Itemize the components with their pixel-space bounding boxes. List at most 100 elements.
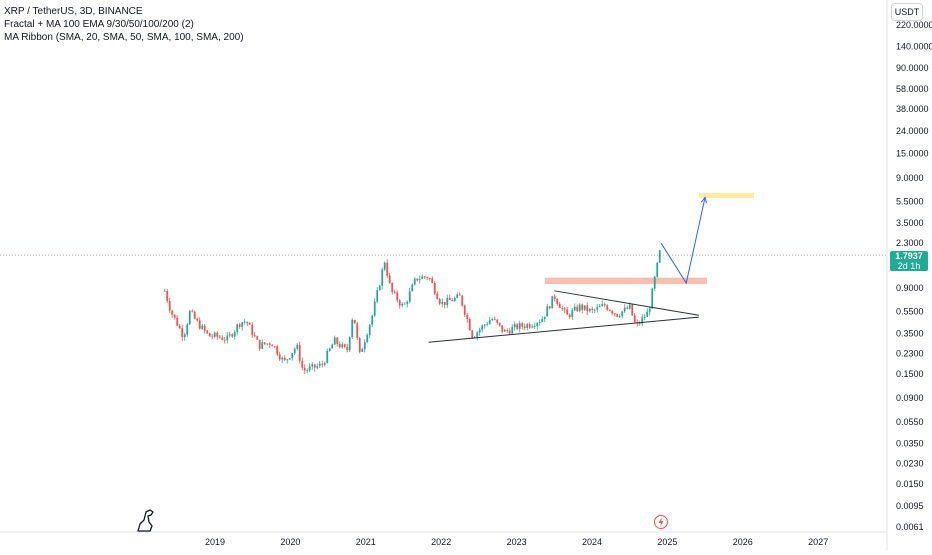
candle-body <box>618 316 621 317</box>
y-tick-label: 3.5000 <box>896 218 924 228</box>
y-tick-label: 0.0150 <box>896 479 924 489</box>
candle-body <box>326 350 329 363</box>
candle-body <box>371 315 374 325</box>
candle-body <box>478 329 481 333</box>
candle-body <box>436 293 439 299</box>
candle-body <box>553 296 556 299</box>
candle-body <box>378 285 381 291</box>
candle-body <box>306 370 309 371</box>
candle-body <box>466 314 469 320</box>
candle-body <box>548 306 551 309</box>
candle-body <box>318 363 321 367</box>
currency-button[interactable]: USDT <box>891 3 923 21</box>
candle-body <box>453 297 456 302</box>
candle-body <box>363 342 366 350</box>
candle-body <box>253 335 256 337</box>
candle-body <box>498 322 501 326</box>
candle-body <box>293 348 296 354</box>
candle-body <box>503 329 506 332</box>
candle-body <box>233 331 236 337</box>
candle-body <box>501 325 504 332</box>
candle-body <box>511 327 514 334</box>
candle-body <box>543 316 546 320</box>
candle-body <box>211 336 214 338</box>
x-tick-label: 2025 <box>657 537 677 547</box>
candle-body <box>538 322 541 324</box>
indicator-ma-ribbon[interactable]: MA Ribbon (SMA, 20, SMA, 50, SMA, 100, S… <box>4 32 244 43</box>
candle-body <box>348 337 351 351</box>
candle-body <box>166 290 169 302</box>
candle-body <box>411 284 414 292</box>
candle-body <box>288 358 291 360</box>
candle-body <box>598 306 601 308</box>
candle-body <box>456 294 459 298</box>
candle-body <box>336 337 339 344</box>
candle-body <box>413 278 416 285</box>
candle-body <box>271 344 274 347</box>
candle-body <box>221 337 224 340</box>
candle-body <box>218 336 221 338</box>
candle-body <box>373 301 376 316</box>
x-tick-label: 2019 <box>205 537 225 547</box>
candle-body <box>258 339 261 349</box>
candle-body <box>181 328 184 338</box>
candle-body <box>586 305 589 312</box>
candle-body <box>261 342 264 349</box>
x-tick-label: 2027 <box>808 537 828 547</box>
candle-body <box>356 323 359 338</box>
candle-body <box>353 319 356 324</box>
candle-body <box>488 320 491 325</box>
candle-body <box>416 278 419 281</box>
symbol-title[interactable]: XRP / TetherUS, 3D, BINANCE <box>4 6 143 17</box>
candle-body <box>328 348 331 351</box>
candle-body <box>223 339 226 341</box>
candle-body <box>321 363 324 365</box>
candle-body <box>316 366 319 368</box>
candle-body <box>541 319 544 323</box>
candle-body <box>593 309 596 311</box>
y-tick-label: 140.0000 <box>896 42 932 52</box>
candle-body <box>583 305 586 310</box>
candle-body <box>201 325 204 329</box>
candle-body <box>638 323 641 324</box>
candle-body <box>441 301 444 304</box>
candle-body <box>366 335 369 343</box>
candle-body <box>578 304 581 311</box>
candle-body <box>311 364 314 367</box>
candle-body <box>526 324 529 328</box>
candle-body <box>433 282 436 294</box>
candle-body <box>188 310 191 325</box>
y-tick-label: 0.1500 <box>896 369 924 379</box>
candle-body <box>438 298 441 304</box>
x-tick-label: 2026 <box>733 537 753 547</box>
candle-body <box>346 346 349 351</box>
target-zone <box>699 192 754 199</box>
candle-body <box>176 317 179 326</box>
candle-body <box>621 311 624 317</box>
candle-body <box>431 278 434 283</box>
candle-body <box>398 300 401 306</box>
candle-body <box>308 366 311 371</box>
candle-body <box>448 297 451 301</box>
candle-body <box>561 308 564 309</box>
candle-body <box>248 323 251 325</box>
candle-body <box>486 324 489 325</box>
y-tick-label: 0.9000 <box>896 283 924 293</box>
candle-body <box>493 319 496 320</box>
candle-body <box>251 324 254 336</box>
y-tick-label: 0.0550 <box>896 417 924 427</box>
y-tick-label: 220.0000 <box>896 20 932 30</box>
dinosaur-logo-icon[interactable] <box>137 509 154 532</box>
candle-body <box>231 334 234 337</box>
candle-body <box>241 322 244 327</box>
chart-legend: XRP / TetherUS, 3D, BINANCE Fractal + MA… <box>4 5 244 44</box>
candle-body <box>458 294 461 296</box>
y-tick-label: 0.0350 <box>896 438 924 448</box>
candle-body <box>608 309 611 311</box>
candle-body <box>443 301 446 305</box>
x-tick-label: 2021 <box>356 537 376 547</box>
indicator-fractal-ema[interactable]: Fractal + MA 100 EMA 9/30/50/100/200 (2) <box>4 19 194 30</box>
candle-body <box>468 319 471 331</box>
